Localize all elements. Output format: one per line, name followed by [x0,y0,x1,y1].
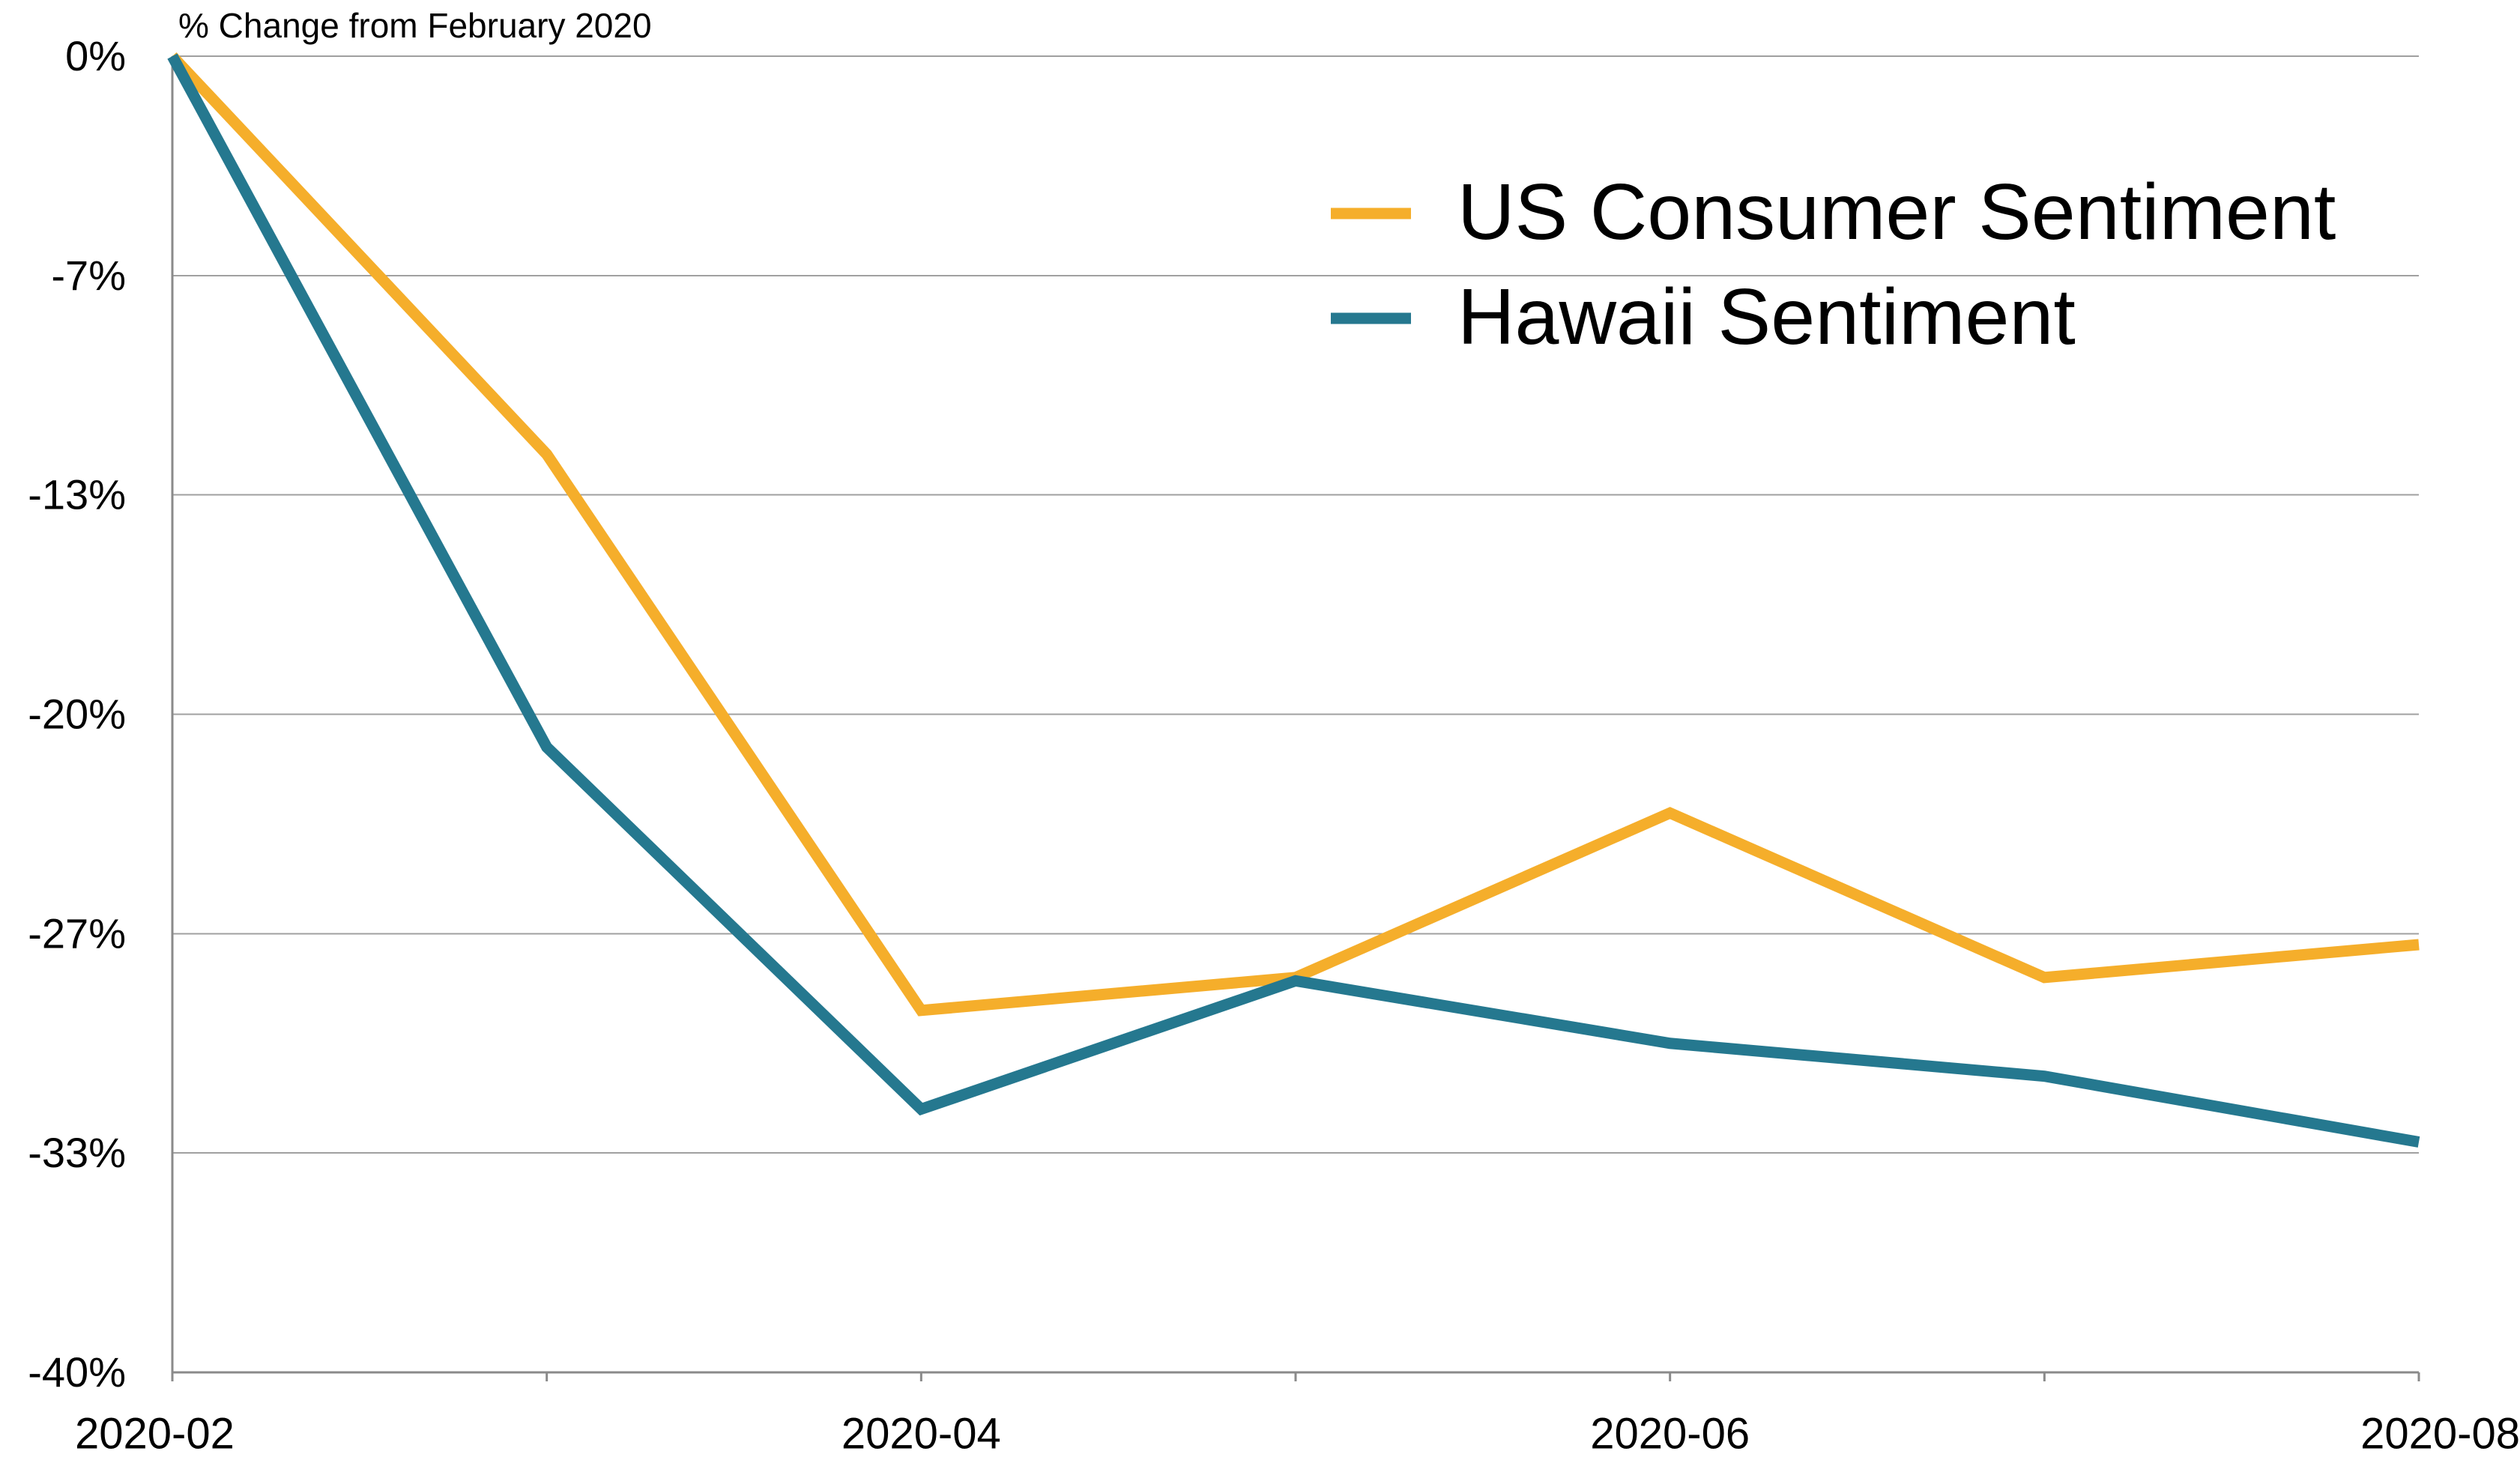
series-line [167,53,2420,1148]
x-tick-label: 2020-04 [841,1409,1001,1458]
y-tick-label: -7% [51,252,126,299]
y-tick-label: -20% [28,690,126,737]
y-tick-label: -33% [28,1129,126,1176]
y-tick-label: -13% [28,470,126,518]
y-tick-label: 0% [65,32,126,79]
legend-label: US Consumer Sentiment [1457,168,2336,256]
y-tick-label: -40% [28,1348,126,1396]
y-axis-label: % Change from February 2020 [178,6,652,45]
x-tick-label: 2020-02 [75,1409,235,1458]
x-tick-label: 2020-06 [1590,1409,1750,1458]
legend-label: Hawaii Sentiment [1457,273,2076,361]
x-tick-label: 2020-08 [2360,1409,2520,1458]
y-tick-label: -27% [28,909,126,957]
